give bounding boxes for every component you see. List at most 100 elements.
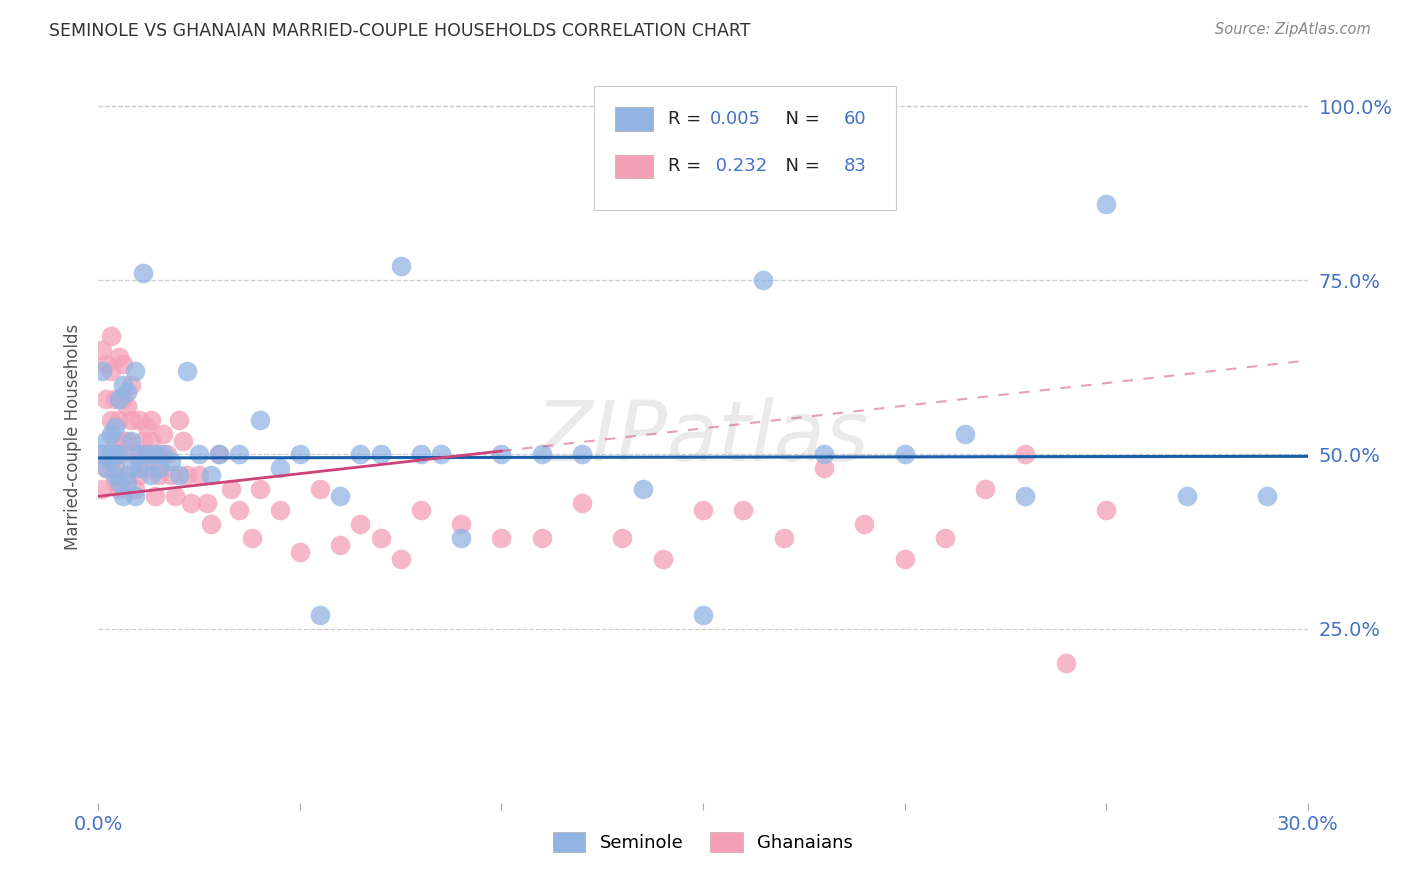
Point <box>571 448 593 462</box>
Point <box>143 448 166 462</box>
Point <box>152 448 174 462</box>
Point <box>128 468 150 483</box>
Point <box>228 448 250 462</box>
Point <box>934 531 956 545</box>
Point <box>288 448 311 462</box>
Point <box>120 434 142 448</box>
Point <box>208 448 231 462</box>
Point <box>111 392 134 406</box>
Point <box>132 266 155 280</box>
Point <box>156 448 179 462</box>
Point <box>91 483 114 497</box>
Point <box>96 461 118 475</box>
Point <box>1014 489 1036 503</box>
Point <box>180 496 202 510</box>
Point <box>269 503 291 517</box>
Point <box>349 517 371 532</box>
Point <box>370 531 392 545</box>
Point <box>143 461 166 475</box>
Text: Source: ZipAtlas.com: Source: ZipAtlas.com <box>1215 22 1371 37</box>
Point <box>631 483 654 497</box>
Point <box>100 412 122 426</box>
Point <box>111 434 134 448</box>
Point <box>893 448 915 462</box>
Point <box>135 448 157 462</box>
Point <box>100 454 122 468</box>
Point <box>160 454 183 468</box>
Point <box>1054 657 1077 671</box>
Point <box>148 461 170 475</box>
Point <box>1095 196 1118 211</box>
Point <box>200 468 222 483</box>
Point <box>491 531 513 545</box>
Point <box>389 260 412 274</box>
Point <box>813 448 835 462</box>
Point <box>107 448 129 462</box>
Text: N =: N = <box>775 110 825 128</box>
Point <box>100 426 122 441</box>
Point <box>100 448 122 462</box>
Point <box>100 448 122 462</box>
Point <box>974 483 997 497</box>
Point <box>409 503 432 517</box>
Point <box>124 489 146 503</box>
Point <box>139 434 162 448</box>
Point <box>115 399 138 413</box>
Point <box>143 489 166 503</box>
Point <box>135 448 157 462</box>
Point <box>491 448 513 462</box>
Point <box>240 531 263 545</box>
Point <box>1014 448 1036 462</box>
Legend: Seminole, Ghanaians: Seminole, Ghanaians <box>546 824 860 860</box>
Point <box>1256 489 1278 503</box>
FancyBboxPatch shape <box>614 154 654 178</box>
Point <box>329 489 352 503</box>
Point <box>103 468 125 483</box>
Text: 83: 83 <box>844 158 866 176</box>
Point <box>124 364 146 378</box>
Point <box>132 434 155 448</box>
Point <box>269 461 291 475</box>
Point <box>115 475 138 490</box>
Point <box>128 448 150 462</box>
Point <box>91 448 114 462</box>
Text: ZIPatlas: ZIPatlas <box>536 397 870 477</box>
Point <box>107 392 129 406</box>
Point <box>103 448 125 462</box>
Point <box>100 364 122 378</box>
Point <box>103 461 125 475</box>
Point <box>571 496 593 510</box>
Point <box>115 468 138 483</box>
FancyBboxPatch shape <box>595 86 897 211</box>
Point <box>450 517 472 532</box>
Point <box>249 412 271 426</box>
Point <box>103 419 125 434</box>
Point <box>772 531 794 545</box>
Text: SEMINOLE VS GHANAIAN MARRIED-COUPLE HOUSEHOLDS CORRELATION CHART: SEMINOLE VS GHANAIAN MARRIED-COUPLE HOUS… <box>49 22 751 40</box>
Point <box>103 475 125 490</box>
Point <box>813 461 835 475</box>
Point <box>107 475 129 490</box>
Point <box>893 552 915 566</box>
Point <box>329 538 352 552</box>
Text: N =: N = <box>775 158 825 176</box>
Point <box>139 468 162 483</box>
Point <box>176 364 198 378</box>
Point <box>1095 503 1118 517</box>
Text: R =: R = <box>668 158 707 176</box>
Point <box>91 364 114 378</box>
Point <box>409 448 432 462</box>
Point <box>120 412 142 426</box>
Point <box>195 496 218 510</box>
Point <box>107 412 129 426</box>
Point <box>103 392 125 406</box>
Point <box>103 434 125 448</box>
Point <box>148 448 170 462</box>
Point <box>128 412 150 426</box>
Point <box>96 434 118 448</box>
Point <box>349 448 371 462</box>
Text: 60: 60 <box>844 110 866 128</box>
Point <box>96 392 118 406</box>
Point <box>124 483 146 497</box>
Point <box>107 483 129 497</box>
